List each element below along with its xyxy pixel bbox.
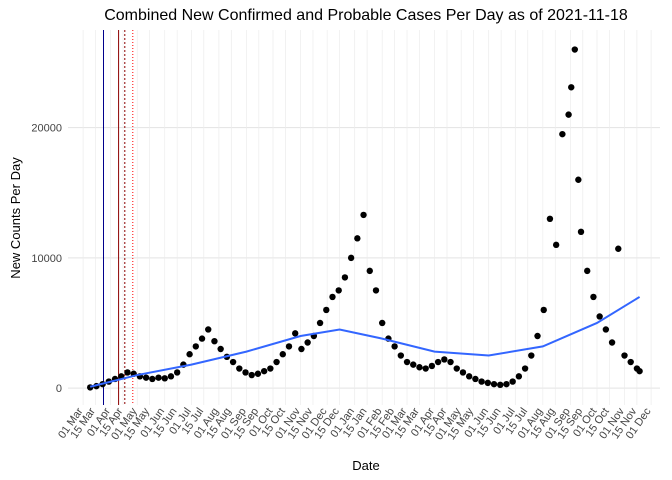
data-point	[608, 339, 616, 346]
data-point	[503, 380, 510, 388]
data-point	[186, 351, 193, 358]
data-point	[316, 319, 324, 327]
data-point	[472, 375, 479, 383]
data-point	[298, 345, 305, 353]
data-point	[534, 332, 541, 340]
data-point	[329, 293, 336, 301]
data-point	[596, 313, 603, 320]
data-point	[422, 365, 429, 372]
data-point	[229, 358, 237, 366]
data-point	[273, 358, 280, 366]
data-point	[546, 215, 554, 223]
data-point	[521, 365, 529, 372]
data-point	[347, 254, 355, 262]
chart-title: Combined New Confirmed and Probable Case…	[104, 7, 628, 24]
data-point	[86, 384, 94, 391]
data-point	[552, 241, 560, 249]
data-point	[198, 335, 206, 342]
data-point	[478, 378, 485, 385]
data-point	[453, 365, 460, 372]
data-point	[173, 369, 181, 376]
data-point	[267, 365, 274, 372]
data-point	[565, 111, 572, 118]
data-point	[242, 369, 249, 376]
data-point	[205, 326, 212, 333]
data-point	[515, 373, 523, 380]
data-point	[292, 330, 299, 337]
data-point	[192, 343, 200, 350]
data-point	[441, 356, 448, 363]
data-point	[248, 371, 255, 379]
data-point	[397, 352, 405, 359]
data-point	[236, 365, 243, 372]
data-point	[161, 375, 168, 382]
data-point	[627, 358, 634, 366]
data-point	[428, 362, 436, 370]
data-point	[211, 337, 218, 345]
data-point	[323, 306, 330, 314]
smooth-line	[89, 296, 641, 388]
data-point	[149, 375, 156, 383]
data-point	[584, 267, 591, 275]
data-point	[447, 358, 454, 366]
y-tick-label: 20000	[31, 123, 62, 135]
data-point	[490, 380, 498, 388]
data-point	[341, 274, 349, 281]
data-point	[378, 319, 386, 327]
data-point	[354, 235, 361, 242]
data-point	[497, 381, 504, 389]
data-point	[540, 306, 547, 314]
data-point	[621, 352, 628, 359]
data-point	[260, 367, 268, 375]
data-point	[285, 343, 293, 350]
data-point	[559, 130, 566, 138]
data-point	[304, 339, 311, 346]
data-point	[254, 370, 262, 377]
data-point	[590, 293, 597, 301]
y-tick-label: 0	[56, 383, 62, 395]
data-point	[465, 373, 473, 380]
data-point	[509, 378, 516, 385]
data-point	[279, 351, 286, 358]
data-point	[602, 326, 610, 333]
y-tick-label: 10000	[31, 253, 62, 265]
data-point	[459, 369, 467, 376]
data-point	[528, 352, 535, 359]
y-axis-title: New Counts Per Day	[8, 157, 23, 279]
data-point	[615, 245, 622, 252]
data-point	[434, 358, 442, 366]
data-point	[416, 364, 423, 371]
data-point	[484, 379, 492, 387]
data-point	[217, 345, 224, 353]
data-point	[403, 358, 411, 366]
data-point	[155, 374, 162, 381]
data-point	[360, 211, 367, 219]
data-point	[391, 343, 398, 350]
data-point	[167, 373, 175, 380]
data-point	[577, 228, 585, 236]
data-point	[142, 374, 150, 381]
data-point	[571, 46, 578, 53]
data-point	[335, 287, 342, 294]
data-point	[575, 176, 582, 183]
data-point	[568, 84, 575, 91]
data-point	[410, 361, 417, 368]
data-point	[372, 287, 380, 294]
data-point	[366, 267, 373, 275]
data-point	[636, 367, 643, 375]
x-axis-title: Date	[352, 458, 379, 473]
data-point	[124, 369, 131, 376]
